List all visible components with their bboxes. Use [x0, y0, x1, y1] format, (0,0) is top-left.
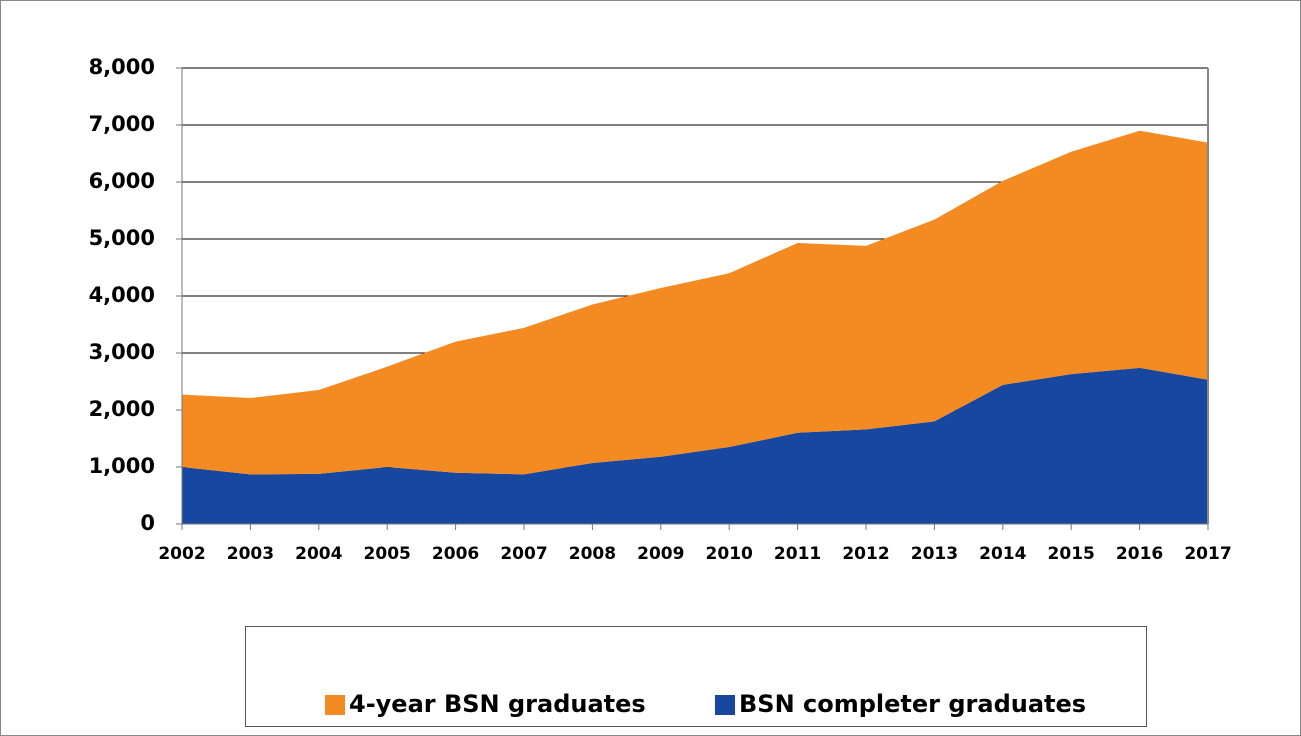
y-tick-label: 8,000 — [89, 55, 155, 79]
x-tick-label: 2004 — [295, 544, 342, 564]
x-tick-label: 2005 — [364, 544, 411, 564]
x-tick-label: 2002 — [158, 544, 205, 564]
x-tick-label: 2016 — [1116, 544, 1163, 564]
x-tick-label: 2012 — [842, 544, 889, 564]
x-tick-label: 2008 — [569, 544, 616, 564]
x-tick-label: 2009 — [637, 544, 684, 564]
x-tick-label: 2003 — [227, 544, 274, 564]
x-tick-label: 2010 — [706, 544, 753, 564]
x-tick-label: 2013 — [911, 544, 958, 564]
y-tick-label: 2,000 — [89, 397, 155, 421]
x-tick-label: 2007 — [500, 544, 547, 564]
y-tick-label: 0 — [140, 511, 155, 535]
x-tick-label: 2015 — [1048, 544, 1095, 564]
x-tick-label: 2011 — [774, 544, 821, 564]
area — [182, 367, 1208, 524]
y-tick-label: 6,000 — [89, 169, 155, 193]
x-tick-label: 2006 — [432, 544, 479, 564]
legend-box — [245, 626, 1147, 727]
y-tick-label: 1,000 — [89, 454, 155, 478]
y-tick-label: 7,000 — [89, 112, 155, 136]
x-tick-label: 2014 — [979, 544, 1026, 564]
y-tick-label: 3,000 — [89, 340, 155, 364]
area — [182, 130, 1208, 475]
legend-swatch — [325, 695, 345, 715]
x-tick-label: 2017 — [1184, 544, 1231, 564]
y-tick-label: 5,000 — [89, 226, 155, 250]
legend-swatch — [715, 695, 735, 715]
y-tick-label: 4,000 — [89, 283, 155, 307]
legend-label: 4-year BSN graduates — [349, 690, 646, 718]
legend-label: BSN completer graduates — [739, 690, 1086, 718]
